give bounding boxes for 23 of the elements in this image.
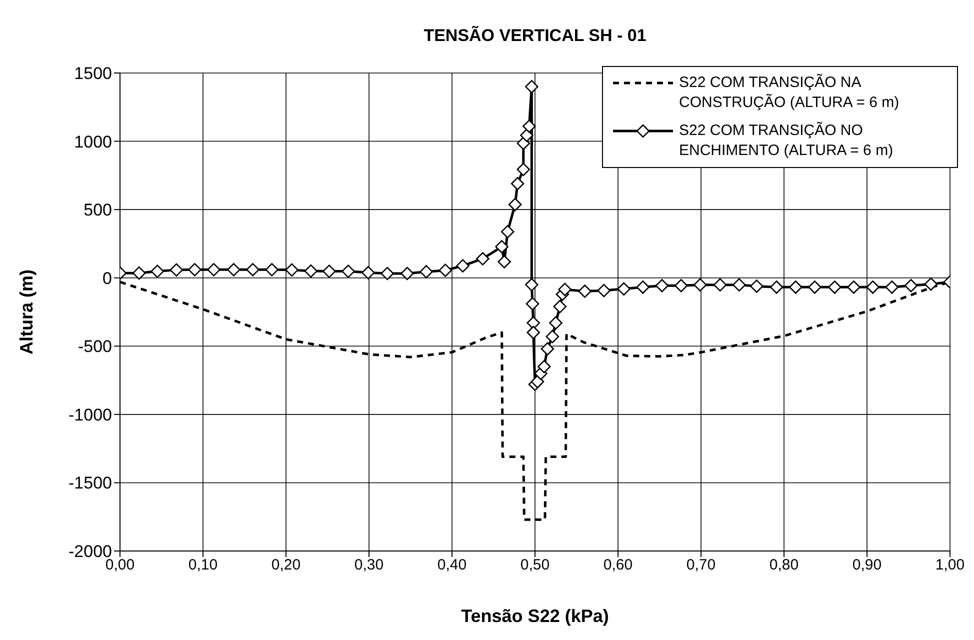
legend-label: S22 COM TRANSIÇÃO NO ENCHIMENTO (ALTURA = 6 m) (679, 121, 894, 161)
y-tick-label: -1500 (68, 474, 112, 493)
x-axis-title: Tensão S22 (kPa) (461, 606, 609, 626)
y-tick-label: 500 (84, 200, 112, 220)
legend-label: S22 COM TRANSIÇÃO NA CONSTRUÇÃO (ALTURA = 6 m) (679, 73, 900, 113)
x-tick-label: 1,00 (935, 556, 965, 574)
x-tick-label: 0,70 (686, 556, 716, 574)
x-tick-label: 0,50 (520, 556, 550, 574)
x-tick-label: 0,10 (188, 556, 218, 574)
x-tick-label: 0,30 (354, 556, 384, 574)
y-tick-label: 1000 (74, 132, 112, 152)
x-tick-label: 0,40 (437, 556, 467, 574)
y-tick-label: 0 (102, 268, 112, 288)
chart-title: TENSÃO VERTICAL SH - 01 (422, 26, 648, 46)
y-tick-label: 1500 (74, 64, 112, 84)
y-tick-label: -1000 (68, 405, 112, 424)
y-axis-title: Altura (m) (16, 269, 36, 354)
x-tick-label: 0,20 (271, 556, 301, 574)
x-tick-label: 0,60 (603, 556, 633, 574)
x-tick-label: 0,90 (852, 556, 882, 574)
x-tick-label: 0,00 (105, 556, 135, 574)
x-tick-label: 0,80 (769, 556, 799, 574)
y-tick-label: -500 (78, 337, 112, 356)
